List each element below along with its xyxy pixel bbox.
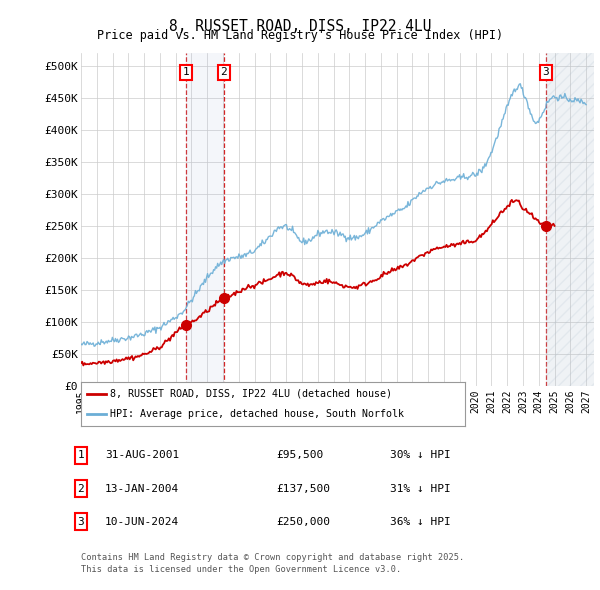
Text: 1: 1 bbox=[183, 67, 190, 77]
Text: HPI: Average price, detached house, South Norfolk: HPI: Average price, detached house, Sout… bbox=[110, 409, 404, 419]
Text: 3: 3 bbox=[77, 517, 85, 526]
Text: 2: 2 bbox=[77, 484, 85, 493]
Bar bbox=[545, 53, 594, 386]
Text: Contains HM Land Registry data © Crown copyright and database right 2025.
This d: Contains HM Land Registry data © Crown c… bbox=[81, 553, 464, 574]
Text: 13-JAN-2004: 13-JAN-2004 bbox=[105, 484, 179, 493]
Text: £95,500: £95,500 bbox=[276, 451, 323, 460]
Text: 8, RUSSET ROAD, DISS, IP22 4LU: 8, RUSSET ROAD, DISS, IP22 4LU bbox=[169, 19, 431, 34]
Text: £250,000: £250,000 bbox=[276, 517, 330, 526]
Text: 3: 3 bbox=[542, 67, 549, 77]
Text: 30% ↓ HPI: 30% ↓ HPI bbox=[390, 451, 451, 460]
Text: 2: 2 bbox=[220, 67, 227, 77]
Text: 1: 1 bbox=[77, 451, 85, 460]
Text: 10-JUN-2024: 10-JUN-2024 bbox=[105, 517, 179, 526]
Text: 31-AUG-2001: 31-AUG-2001 bbox=[105, 451, 179, 460]
Text: Price paid vs. HM Land Registry's House Price Index (HPI): Price paid vs. HM Land Registry's House … bbox=[97, 30, 503, 42]
Text: 36% ↓ HPI: 36% ↓ HPI bbox=[390, 517, 451, 526]
Bar bbox=[186, 53, 224, 386]
Text: £137,500: £137,500 bbox=[276, 484, 330, 493]
Text: 31% ↓ HPI: 31% ↓ HPI bbox=[390, 484, 451, 493]
Text: 8, RUSSET ROAD, DISS, IP22 4LU (detached house): 8, RUSSET ROAD, DISS, IP22 4LU (detached… bbox=[110, 389, 392, 399]
